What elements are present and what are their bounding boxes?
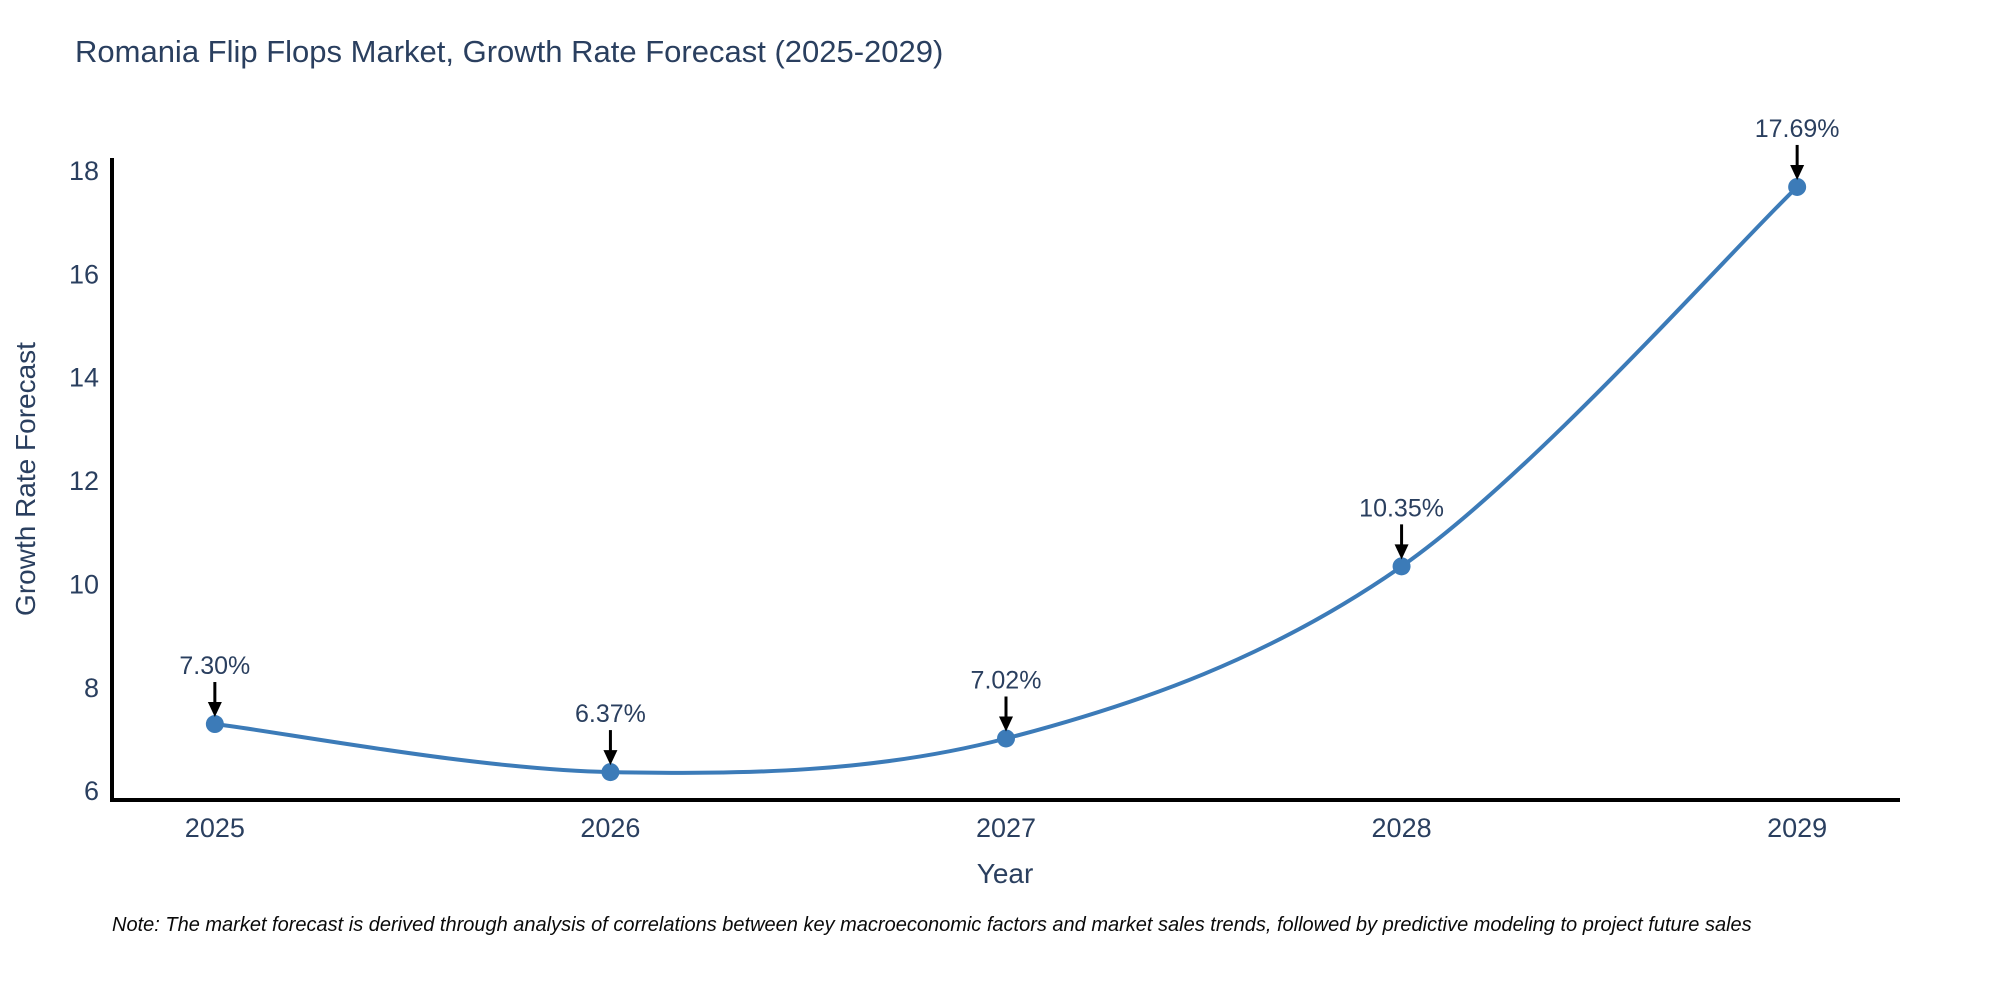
y-tick-label: 6	[84, 776, 99, 806]
series-line	[212, 184, 1800, 775]
annotation-label: 17.69%	[1755, 115, 1840, 143]
y-tick-label: 10	[69, 569, 99, 599]
y-tick-label: 18	[69, 156, 99, 186]
data-point-marker	[205, 715, 224, 734]
annotation-arrowhead-icon	[1394, 544, 1409, 560]
x-tick-label: 2029	[1767, 813, 1827, 843]
data-point-marker	[601, 763, 620, 782]
y-tick-label: 8	[84, 673, 99, 703]
y-tick-label: 16	[69, 259, 99, 289]
annotation-arrowhead-icon	[1790, 164, 1805, 180]
x-tick-label: 2028	[1372, 813, 1432, 843]
annotation-arrowhead-icon	[207, 702, 222, 718]
x-tick-label: 2025	[185, 813, 245, 843]
footnote: Note: The market forecast is derived thr…	[112, 914, 1752, 936]
annotation-label: 7.02%	[971, 666, 1042, 694]
annotation-label: 10.35%	[1359, 494, 1444, 522]
x-tick-label: 2026	[580, 813, 640, 843]
annotation-label: 7.30%	[179, 652, 250, 680]
y-tick-label: 12	[69, 466, 99, 496]
annotation-arrowhead-icon	[603, 750, 618, 766]
x-tick-label: 2027	[976, 813, 1036, 843]
annotation-arrowhead-icon	[999, 716, 1013, 732]
y-tick-label: 14	[69, 363, 99, 393]
chart-title: Romania Flip Flops Market, Growth Rate F…	[75, 34, 944, 69]
annotation-label: 6.37%	[575, 700, 646, 728]
data-point-marker	[997, 729, 1015, 748]
y-axis-title: Growth Rate Forecast	[10, 342, 41, 616]
data-point-marker	[1392, 557, 1411, 576]
x-axis-title: Year	[976, 858, 1034, 889]
data-point-marker	[1788, 177, 1807, 196]
